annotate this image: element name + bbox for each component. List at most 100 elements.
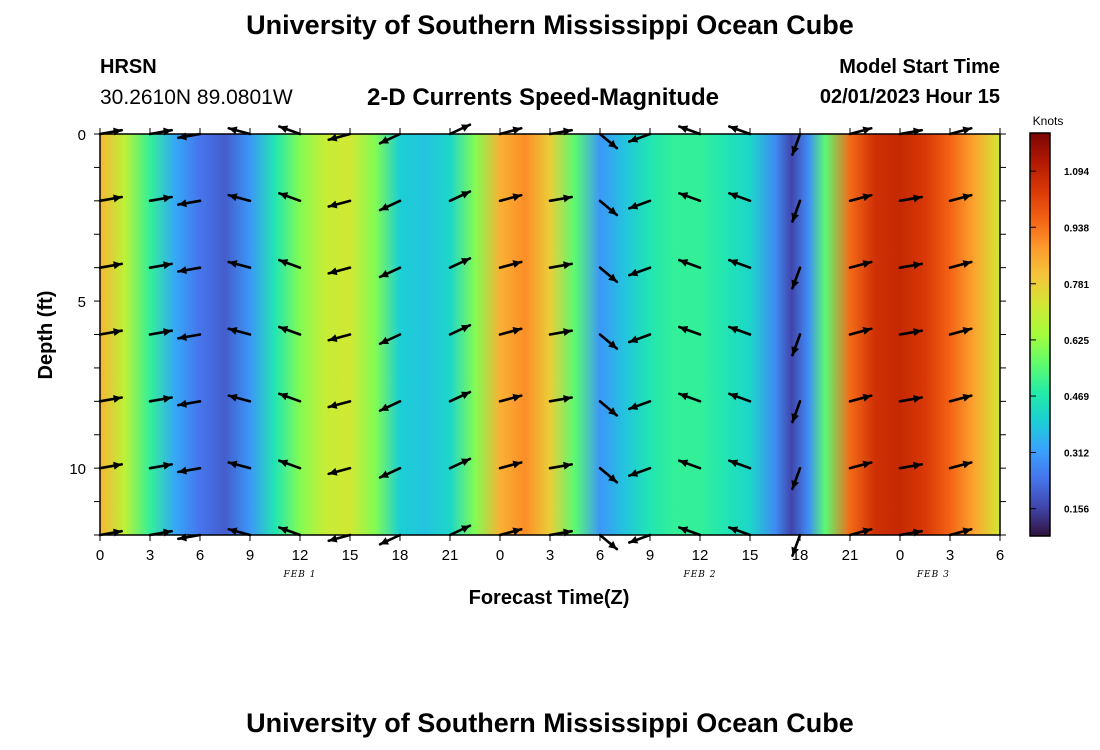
vector-head: [791, 346, 799, 356]
vector-head: [962, 126, 972, 135]
vector-head: [460, 458, 470, 466]
vector-head: [163, 194, 172, 203]
vector-head: [913, 461, 922, 470]
vector-head: [679, 325, 689, 334]
vector-head: [563, 461, 572, 470]
vector-head: [629, 268, 639, 277]
current-vector: [378, 533, 402, 546]
vector-head: [962, 460, 972, 469]
colorbar-tick-label: 0.469: [1064, 392, 1089, 403]
vector-head: [328, 534, 338, 543]
x-tick-label: 21: [842, 547, 859, 564]
colorbar-tick-label: 0.156: [1064, 505, 1089, 516]
vector-head: [862, 126, 872, 135]
x-tick-label: 9: [646, 547, 654, 564]
vector-head: [113, 461, 122, 470]
current-vector: [148, 261, 173, 270]
current-vector: [177, 266, 202, 275]
vector-head: [328, 334, 338, 342]
x-tick-label: 15: [342, 547, 359, 564]
current-vector: [327, 333, 352, 342]
vector-head: [228, 126, 238, 135]
current-vector: [278, 392, 302, 403]
current-vector: [327, 199, 352, 209]
current-vector: [678, 125, 702, 136]
current-vector: [148, 461, 173, 470]
vector-head: [460, 391, 470, 400]
y-axis: 0 5 10: [69, 127, 1006, 536]
current-vector: [628, 266, 652, 277]
current-vector: [678, 526, 702, 537]
vector-head: [279, 392, 289, 401]
vector-head: [178, 399, 187, 408]
vector-head: [563, 328, 572, 337]
date-label: FEB 2: [682, 570, 716, 580]
current-vector: [227, 460, 252, 470]
current-vector: [948, 260, 973, 269]
current-vector: [278, 526, 302, 537]
vector-head: [679, 125, 689, 133]
vector-head: [962, 193, 972, 202]
vector-head: [279, 459, 289, 468]
current-vector: [678, 325, 702, 336]
vector-head: [563, 261, 572, 270]
current-vector: [848, 260, 873, 269]
current-vector: [598, 132, 619, 150]
vector-head: [328, 467, 338, 476]
current-vector: [728, 392, 752, 403]
current-vector: [728, 125, 752, 136]
current-vector: [498, 393, 523, 403]
current-vector: [728, 192, 752, 203]
vector-head: [629, 201, 639, 210]
y-axis-label: Depth (ft): [35, 291, 57, 380]
current-vector: [598, 266, 619, 284]
current-vector: [678, 258, 702, 269]
y-tick-label: 0: [78, 127, 86, 144]
current-vector: [898, 328, 923, 337]
vector-head: [178, 266, 187, 275]
x-axis-label: Forecast Time(Z): [469, 587, 630, 609]
vector-head: [913, 194, 922, 203]
current-vector: [678, 392, 702, 403]
model-start-value: 02/01/2023 Hour 15: [819, 86, 1000, 108]
vector-head: [163, 328, 172, 337]
current-vector: [498, 260, 523, 269]
vector-head: [228, 193, 238, 202]
current-vector: [378, 266, 402, 279]
vector-head: [380, 470, 390, 478]
current-vector: [498, 193, 523, 203]
current-vector: [148, 328, 173, 337]
vector-head: [328, 200, 338, 209]
current-vector: [498, 327, 523, 336]
current-vector: [898, 261, 923, 270]
vector-head: [679, 526, 689, 534]
vector-head: [729, 526, 739, 534]
current-vectors: [98, 123, 973, 557]
model-start-label: Model Start Time: [839, 56, 1000, 78]
current-vector: [898, 394, 923, 403]
date-labels: FEB 1 FEB 2 FEB 3: [282, 570, 948, 580]
current-vector: [548, 328, 573, 337]
current-vector: [327, 132, 352, 142]
x-tick-label: 15: [742, 547, 759, 564]
current-vector: [898, 194, 923, 203]
current-vector: [98, 261, 123, 270]
vector-head: [608, 407, 617, 416]
current-vector: [448, 457, 472, 470]
vector-head: [279, 192, 289, 200]
colorbar-title: Knots: [1033, 114, 1064, 128]
vector-head: [178, 466, 187, 475]
vector-head: [113, 328, 122, 337]
current-vector: [177, 466, 202, 475]
vector-head: [178, 332, 187, 341]
current-vector: [848, 393, 873, 403]
current-vector: [378, 400, 402, 412]
current-vector: [548, 461, 573, 470]
vector-head: [679, 192, 689, 200]
vector-head: [913, 394, 922, 403]
current-vector: [948, 193, 973, 203]
vector-head: [629, 402, 639, 410]
current-vector: [791, 400, 802, 424]
footer-title: University of Southern Mississippi Ocean…: [246, 708, 854, 738]
vector-head: [608, 139, 617, 149]
